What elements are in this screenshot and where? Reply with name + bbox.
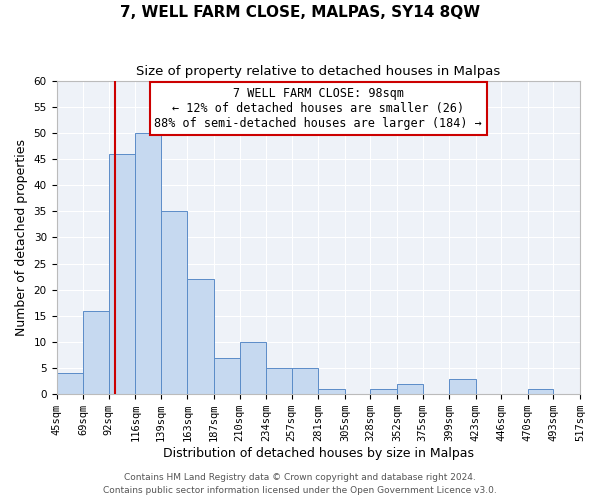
Bar	[318, 389, 345, 394]
Text: 7 WELL FARM CLOSE: 98sqm
← 12% of detached houses are smaller (26)
88% of semi-d: 7 WELL FARM CLOSE: 98sqm ← 12% of detach…	[154, 87, 482, 130]
Text: 7, WELL FARM CLOSE, MALPAS, SY14 8QW: 7, WELL FARM CLOSE, MALPAS, SY14 8QW	[120, 5, 480, 20]
Bar	[266, 368, 292, 394]
Bar	[292, 368, 318, 394]
Bar	[56, 374, 83, 394]
Bar	[449, 378, 476, 394]
Text: Contains HM Land Registry data © Crown copyright and database right 2024.
Contai: Contains HM Land Registry data © Crown c…	[103, 474, 497, 495]
Bar	[580, 389, 600, 394]
Bar	[187, 279, 214, 394]
Bar	[135, 133, 161, 394]
Bar	[214, 358, 239, 394]
Bar	[161, 212, 187, 394]
Bar	[109, 154, 135, 394]
Bar	[239, 342, 266, 394]
Title: Size of property relative to detached houses in Malpas: Size of property relative to detached ho…	[136, 65, 500, 78]
Bar	[370, 389, 397, 394]
Bar	[83, 310, 109, 394]
Y-axis label: Number of detached properties: Number of detached properties	[15, 139, 28, 336]
Bar	[397, 384, 422, 394]
Bar	[528, 389, 553, 394]
X-axis label: Distribution of detached houses by size in Malpas: Distribution of detached houses by size …	[163, 447, 474, 460]
